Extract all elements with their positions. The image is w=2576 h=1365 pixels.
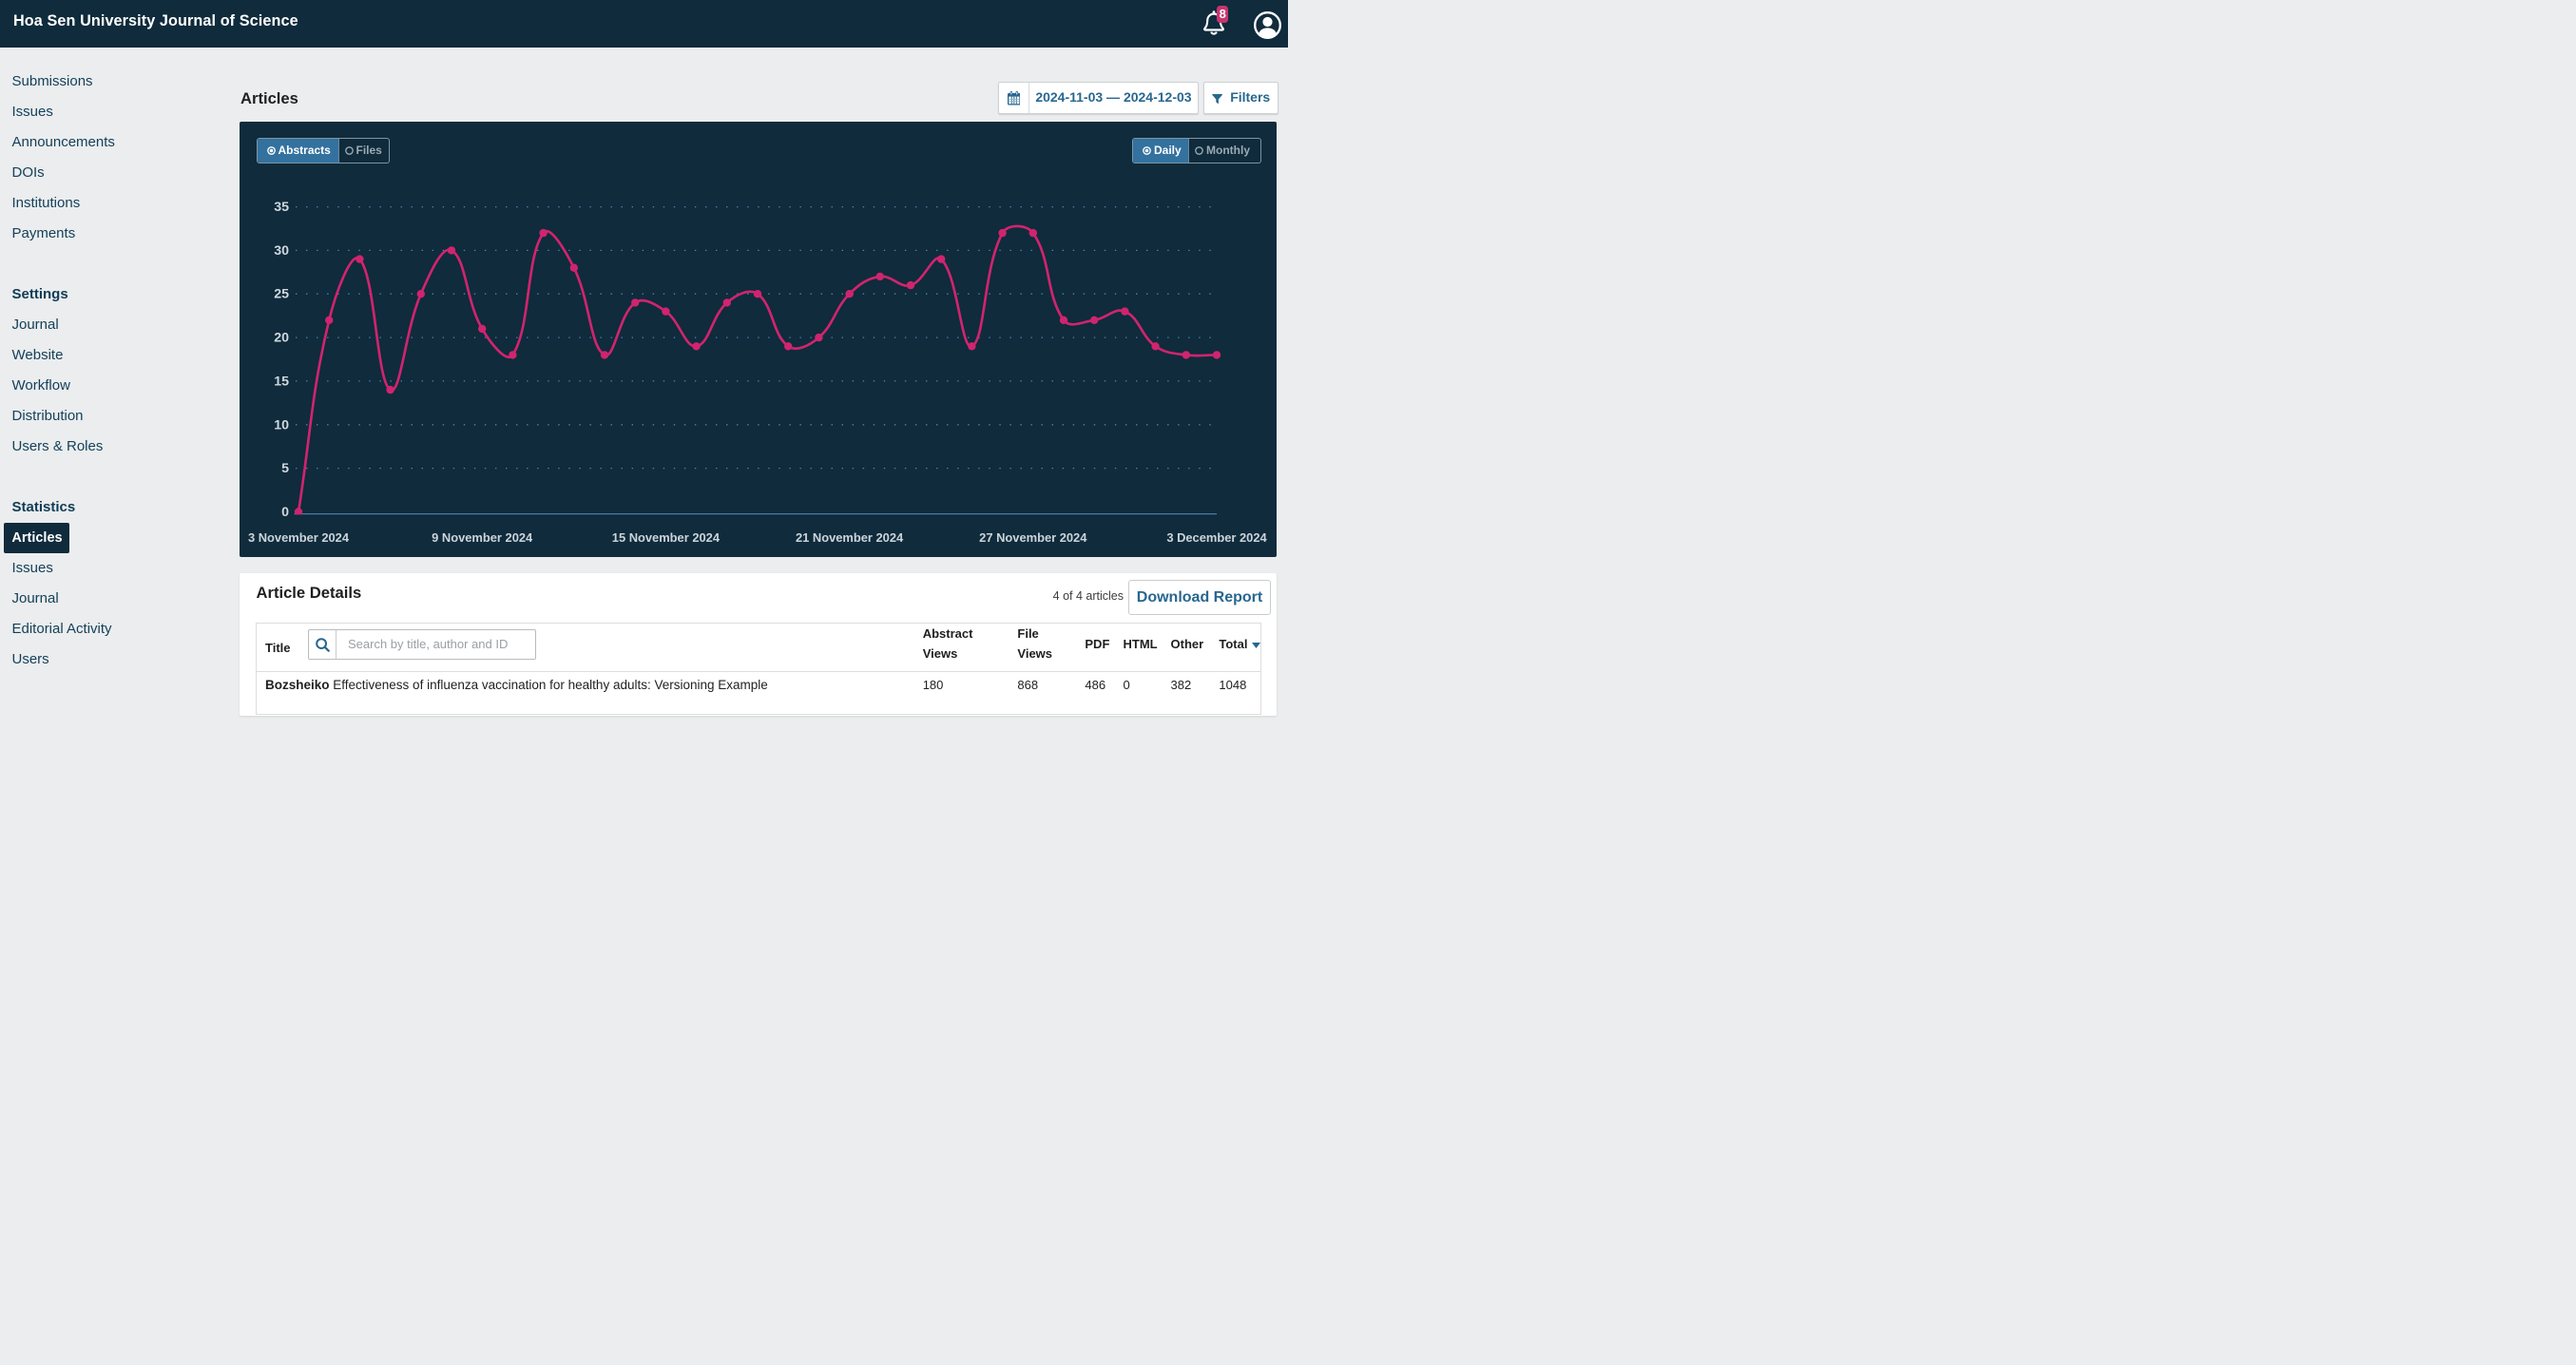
svg-text:20: 20 — [274, 331, 289, 346]
svg-text:25: 25 — [274, 287, 289, 302]
svg-text:21 November 2024: 21 November 2024 — [795, 530, 903, 545]
svg-text:30: 30 — [274, 243, 289, 259]
svg-text:5: 5 — [281, 461, 289, 476]
svg-text:9 November 2024: 9 November 2024 — [432, 530, 533, 545]
svg-text:27 November 2024: 27 November 2024 — [979, 530, 1087, 545]
svg-text:15: 15 — [274, 374, 289, 389]
svg-text:35: 35 — [274, 200, 289, 215]
svg-text:15 November 2024: 15 November 2024 — [611, 530, 720, 545]
svg-text:3 November 2024: 3 November 2024 — [247, 530, 349, 545]
svg-text:0: 0 — [281, 505, 289, 520]
svg-text:3 December 2024: 3 December 2024 — [1166, 530, 1267, 545]
svg-text:10: 10 — [274, 417, 289, 433]
